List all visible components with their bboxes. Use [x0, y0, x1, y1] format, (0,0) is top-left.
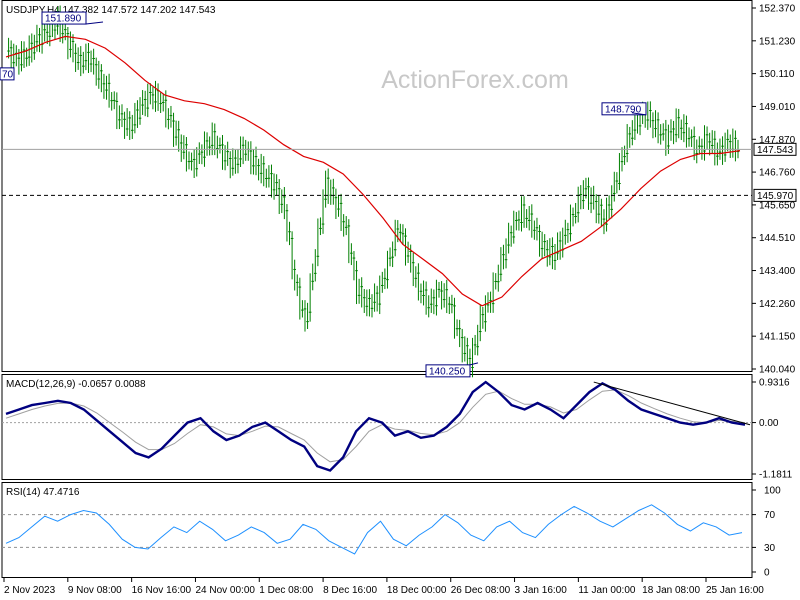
macd-line — [5, 380, 746, 472]
rsi-tick-label: 0 — [764, 568, 770, 579]
price-tick-label: 150.110 — [759, 69, 795, 80]
annotation-label: 151.890 — [45, 14, 82, 25]
annotation-label: 148.790 — [605, 104, 642, 115]
time-tick-label: 9 Nov 08:00 — [68, 585, 122, 596]
price-header: USDJPY,H4 147.382 147.572 147.202 147.54… — [6, 5, 216, 16]
price-tick-label: 147.870 — [759, 135, 796, 146]
watermark: ActionForex.com — [381, 66, 569, 94]
time-tick-label: 18 Dec 00:00 — [387, 585, 447, 596]
support-label: 145.970 — [757, 191, 794, 202]
annotation-leader — [469, 362, 479, 366]
rsi-tick-label: 30 — [764, 543, 776, 554]
price-tick-label: 146.760 — [759, 168, 796, 179]
macd-axis: 0.9316 0.00 -1.1811 — [752, 378, 793, 481]
macd-tick-label: 0.00 — [759, 418, 779, 429]
annotation-box — [425, 364, 471, 378]
macd-header: MACD(12,26,9) -0.0657 0.0088 — [6, 379, 146, 390]
candles-group — [7, 5, 740, 378]
macd-panel — [1, 374, 753, 480]
macd-tick-label: 0.9316 — [759, 378, 790, 389]
time-tick-label: 26 Dec 08:00 — [451, 585, 511, 596]
price-tick-label: 143.400 — [759, 266, 796, 277]
price-tick-label: 144.510 — [759, 233, 796, 244]
price-tick-label: 142.260 — [759, 299, 796, 310]
price-tick-label: 152.370 — [759, 4, 796, 15]
current-price-tag — [753, 142, 797, 156]
time-tick-label: 16 Nov 16:00 — [132, 585, 192, 596]
time-tick-label: 11 Jan 00:00 — [578, 585, 636, 596]
time-tick-label: 3 Jan 16:00 — [515, 585, 568, 596]
annotation-leader — [85, 21, 104, 25]
time-axis: 2 Nov 2023 9 Nov 08:00 16 Nov 16:00 24 Nov … — [3, 578, 764, 596]
price-tick-label: 149.010 — [759, 102, 796, 113]
rsi-tick-label: 100 — [764, 486, 781, 497]
moving-average-line — [5, 35, 741, 307]
rsi-header: RSI(14) 47.4716 — [6, 487, 80, 498]
annotation-box — [601, 102, 647, 116]
price-tick-label: 140.040 — [759, 365, 796, 376]
price-tick-label: 151.230 — [759, 36, 796, 47]
support-tag — [753, 188, 797, 202]
rsi-levels — [2, 514, 752, 548]
price-annotations: 151.890 148.790 140.250 — [41, 11, 647, 378]
time-tick-label: 1 Dec 08:00 — [259, 585, 313, 596]
rsi-panel — [1, 482, 753, 578]
time-tick-label: 25 Jan 16:00 — [706, 585, 764, 596]
price-tick-label: 141.150 — [759, 332, 796, 343]
rsi-line — [5, 504, 743, 555]
price-panel — [1, 0, 753, 372]
left-edge-label: 70 — [2, 69, 14, 80]
macd-trendline — [593, 381, 751, 426]
time-tick-label: 2 Nov 2023 — [4, 585, 56, 596]
time-tick-label: 18 Jan 08:00 — [642, 585, 700, 596]
left-edge-tag — [0, 67, 15, 81]
price-tick-label: 145.650 — [759, 200, 796, 211]
annotation-leader — [631, 112, 647, 116]
price-axis: 152.370 151.230 150.110 149.010 147.870 146.7… — [752, 4, 796, 376]
time-tick-label: 24 Nov 00:00 — [195, 585, 255, 596]
annotation-box — [41, 11, 87, 25]
annotation-label: 140.250 — [429, 366, 466, 377]
time-tick-label: 8 Dec 16:00 — [323, 585, 377, 596]
macd-signal-line — [5, 389, 746, 463]
macd-tick-label: -1.1811 — [759, 470, 793, 481]
current-price-label: 147.543 — [757, 145, 794, 156]
rsi-axis: 100 70 30 0 — [752, 486, 781, 579]
rsi-tick-label: 70 — [764, 510, 776, 521]
